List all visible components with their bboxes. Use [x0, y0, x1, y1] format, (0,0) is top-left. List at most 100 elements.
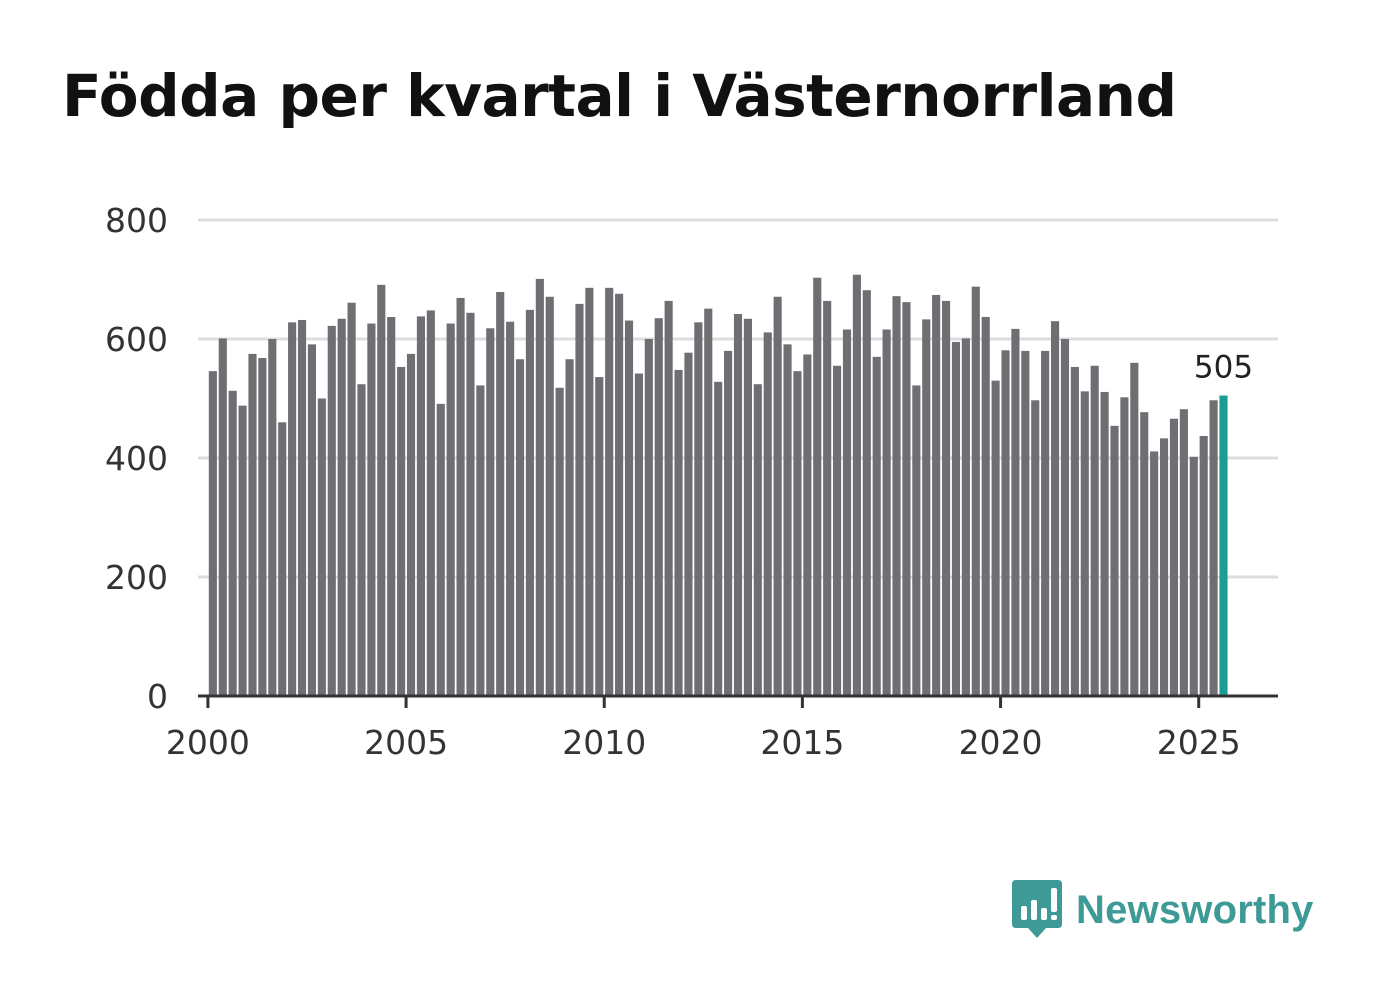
bar-41	[615, 293, 624, 696]
bar-15	[357, 384, 366, 696]
bar-72	[922, 319, 931, 696]
bar-83	[1031, 400, 1040, 696]
bar-51	[714, 381, 723, 696]
bar-78	[981, 316, 990, 696]
bar-3	[238, 405, 247, 696]
bar-34	[545, 296, 554, 696]
bar-9	[297, 319, 307, 696]
bar-61	[813, 277, 822, 696]
bar-93	[1130, 362, 1139, 696]
bar-8	[288, 322, 297, 696]
bar-87	[1070, 366, 1079, 696]
newsworthy-logo: Newsworthy	[1012, 880, 1314, 940]
bar-85	[1051, 321, 1060, 696]
bar-36	[565, 359, 574, 696]
bar-55	[753, 384, 762, 696]
bar-82	[1021, 350, 1030, 696]
bar-21	[416, 316, 425, 696]
bar-29	[496, 292, 505, 696]
bar-97	[1169, 418, 1179, 696]
bar-53	[733, 314, 743, 696]
bar-71	[912, 385, 921, 696]
bar-54	[743, 318, 752, 696]
x-tick-label-2015: 2015	[760, 723, 844, 762]
x-tick-label-2025: 2025	[1157, 723, 1241, 762]
bar-102	[1219, 395, 1228, 696]
bar-101	[1209, 400, 1218, 696]
bar-77	[971, 286, 980, 696]
bar-20	[406, 353, 416, 697]
bar-13	[337, 318, 346, 696]
brand-name: Newsworthy	[1076, 887, 1314, 932]
bar-79	[991, 380, 1000, 696]
y-tick-label-600: 600	[105, 320, 168, 359]
x-tick-label-2010: 2010	[562, 723, 646, 762]
bar-46	[664, 300, 673, 696]
bar-10	[307, 344, 316, 696]
bar-81	[1011, 328, 1020, 696]
y-tick-label-0: 0	[147, 677, 168, 716]
bar-24	[446, 323, 455, 696]
bar-96	[1159, 438, 1169, 696]
bar-89	[1090, 365, 1099, 696]
bar-68	[882, 329, 891, 696]
bar-16	[367, 323, 376, 696]
bar-92	[1120, 397, 1129, 696]
bar-39	[595, 377, 604, 696]
bar-100	[1199, 435, 1208, 696]
y-tick-label-800: 800	[105, 201, 168, 240]
bar-67	[872, 356, 881, 696]
bar-2	[228, 390, 237, 696]
bar-22	[426, 310, 435, 696]
x-tick-label-2005: 2005	[364, 723, 448, 762]
newsworthy-logo-icon	[1012, 880, 1062, 938]
bar-98	[1179, 409, 1188, 696]
bar-64	[842, 329, 852, 696]
bar-69	[892, 296, 901, 696]
bar-14	[347, 302, 356, 696]
bar-57	[773, 296, 782, 696]
bar-84	[1041, 350, 1050, 696]
bar-49	[694, 322, 703, 696]
bar-94	[1140, 412, 1149, 696]
data-label-last: 505	[1194, 350, 1253, 386]
bar-37	[575, 303, 584, 696]
chart-title: Födda per kvartal i Västernorrland	[62, 62, 1177, 130]
bar-17	[377, 284, 386, 696]
bar-12	[327, 325, 336, 696]
bar-series	[208, 274, 1228, 697]
bar-88	[1080, 391, 1089, 696]
bar-59	[793, 371, 802, 696]
data-labels: 505	[1194, 350, 1253, 386]
bar-40	[605, 287, 614, 696]
bar-73	[932, 294, 941, 696]
bar-58	[783, 344, 792, 696]
bar-50	[704, 308, 713, 696]
bar-45	[654, 318, 663, 696]
bar-23	[436, 403, 445, 696]
bar-75	[951, 341, 961, 696]
bar-47	[674, 369, 683, 696]
bar-62	[823, 300, 832, 696]
y-tick-label-200: 200	[105, 558, 168, 597]
bar-25	[456, 297, 465, 696]
bar-26	[466, 312, 475, 696]
bar-33	[535, 278, 544, 696]
bar-56	[763, 332, 772, 696]
x-tick-label-2000: 2000	[166, 723, 250, 762]
bar-80	[1001, 350, 1010, 696]
bar-4	[248, 353, 257, 697]
bar-86	[1060, 339, 1070, 696]
bar-0	[208, 371, 217, 696]
bar-19	[397, 366, 406, 696]
bar-66	[862, 290, 871, 696]
bar-35	[555, 387, 564, 696]
x-tick-label-2020: 2020	[959, 723, 1043, 762]
bar-42	[624, 320, 634, 696]
bar-76	[961, 338, 970, 696]
bar-18	[387, 316, 396, 696]
bar-43	[634, 373, 643, 696]
bar-27	[476, 385, 485, 696]
bar-90	[1100, 391, 1109, 696]
